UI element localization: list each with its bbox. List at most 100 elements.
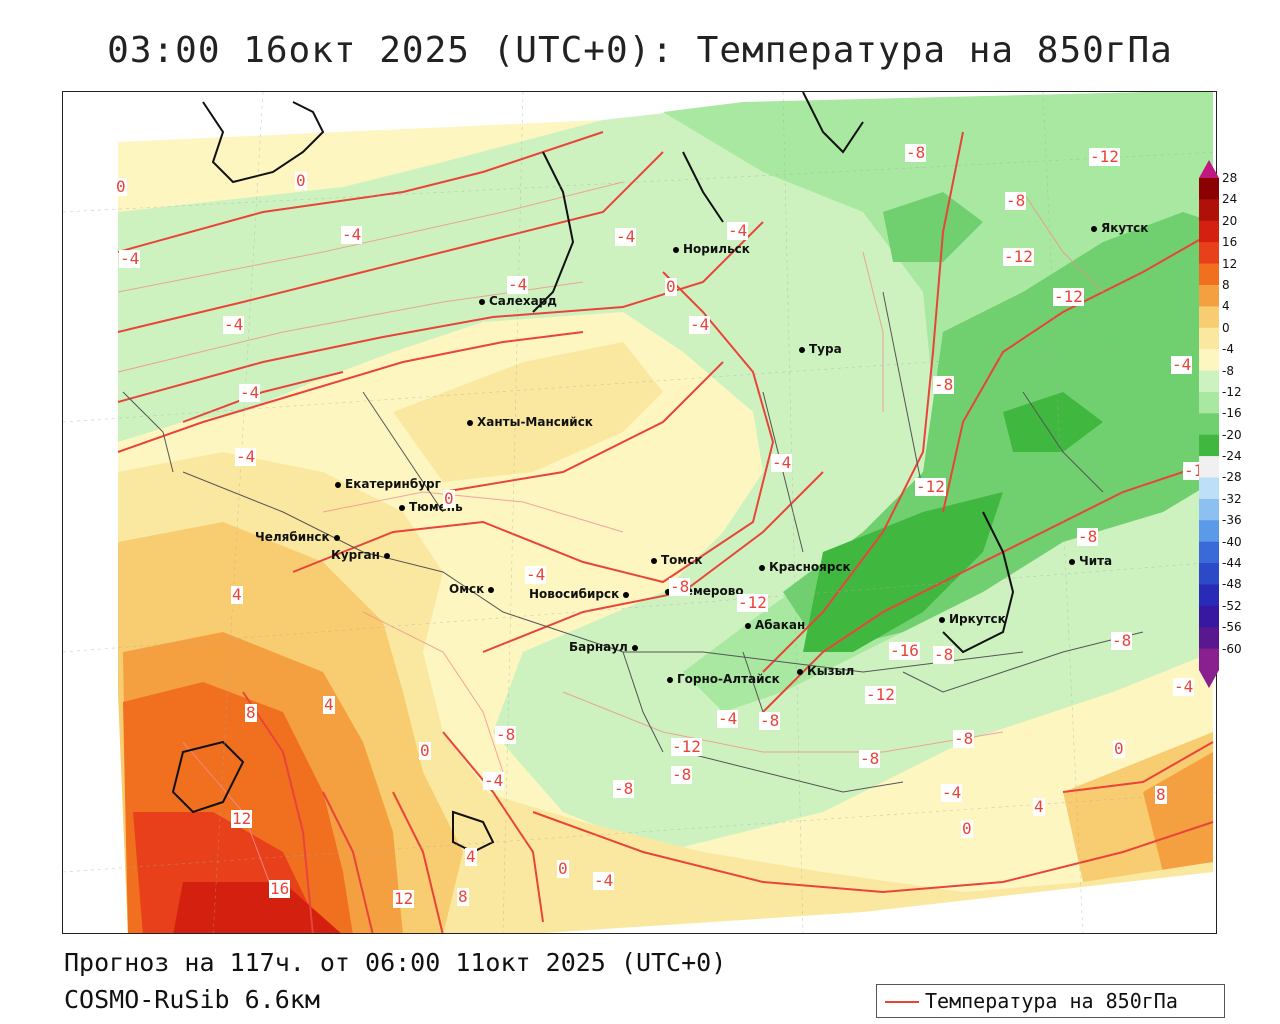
city-dot-icon <box>651 557 657 564</box>
contour-label: -8 <box>1005 191 1027 210</box>
colorbar-cell <box>1199 178 1219 200</box>
colorbar-top-arrow <box>1199 160 1219 178</box>
contour-label: -4 <box>689 315 711 334</box>
contour-label: -4 <box>525 565 547 584</box>
city-dot-icon <box>333 534 340 541</box>
forecast-info: Прогноз на 117ч. от 06:00 11окт 2025 (UT… <box>64 948 727 977</box>
contour-label: -4 <box>727 221 749 240</box>
map-frame: Норильск Якутск Салехард Тура Ханты-Манс… <box>62 91 1217 934</box>
contour-label: -4 <box>507 275 529 294</box>
colorbar-tick-label: 8 <box>1222 277 1230 292</box>
map-legend: Температура на 850гПа <box>876 984 1225 1018</box>
city-irkutsk: Иркутск <box>939 612 1006 626</box>
city-abakan: Абакан <box>745 618 805 632</box>
colorbar-cell <box>1199 327 1219 350</box>
contour-label: -4 <box>483 771 505 790</box>
contour-label: -8 <box>1111 631 1133 650</box>
contour-label: 4 <box>231 585 243 604</box>
city-dot-icon <box>383 552 390 559</box>
contour-label: -4 <box>593 871 615 890</box>
colorbar-tick-label: 28 <box>1222 171 1238 185</box>
contour-label: 0 <box>557 859 569 878</box>
colorbar-tick-label: -40 <box>1222 534 1242 549</box>
colorbar-cell <box>1199 605 1219 628</box>
contour-label: 4 <box>323 695 335 714</box>
city-dot-icon <box>759 564 765 571</box>
city-kurgan: Курган <box>331 548 390 562</box>
colorbar-tick-label: 0 <box>1222 320 1230 335</box>
contour-label: -4 <box>941 783 963 802</box>
contour-label: -8 <box>933 645 955 664</box>
colorbar-cell <box>1199 242 1219 265</box>
temperature-colorbar <box>1199 160 1219 688</box>
contour-label: -8 <box>759 711 781 730</box>
contour-label: -8 <box>671 765 693 784</box>
colorbar-cell <box>1199 498 1219 521</box>
contour-label: -4 <box>341 225 363 244</box>
contour-label: -4 <box>235 447 257 466</box>
colorbar-cell <box>1199 199 1219 222</box>
contour-label: -4 <box>1173 677 1195 696</box>
city-khanty-mansiysk: Ханты-Мансийск <box>467 415 593 429</box>
contour-label: 16 <box>269 879 291 898</box>
contour-label: 0 <box>1113 739 1125 758</box>
city-dot-icon <box>623 591 630 598</box>
colorbar-cell <box>1199 434 1219 457</box>
colorbar-tick-label: -20 <box>1222 427 1242 442</box>
contour-label: -8 <box>859 749 881 768</box>
contour-label: -12 <box>1089 147 1120 166</box>
city-dot-icon <box>1069 558 1075 565</box>
contour-label: 8 <box>1155 785 1167 804</box>
colorbar-cells <box>1199 178 1219 671</box>
contour-label: -8 <box>669 577 691 596</box>
contour-label: 0 <box>665 277 677 296</box>
colorbar-tick-label: -8 <box>1222 363 1234 378</box>
city-gorno-altaysk: Горно-Алтайск <box>667 672 780 686</box>
city-dot-icon <box>939 616 945 623</box>
contour-label: -8 <box>495 725 517 744</box>
colorbar-cell <box>1199 220 1219 243</box>
colorbar-tick-label: -16 <box>1222 406 1242 421</box>
city-dot-icon <box>399 504 405 511</box>
contour-label: -4 <box>771 453 793 472</box>
contour-label: 8 <box>457 887 469 906</box>
city-omsk: Омск <box>449 582 495 596</box>
map-title: 03:00 16окт 2025 (UTC+0): Температура на… <box>107 30 1173 71</box>
city-dot-icon <box>479 298 485 305</box>
contour-label: -12 <box>671 737 702 756</box>
contour-label: -4 <box>717 709 739 728</box>
contour-label: -8 <box>953 729 975 748</box>
legend-line-swatch <box>885 1001 919 1003</box>
city-yakutsk: Якутск <box>1091 221 1148 235</box>
city-krasnoyarsk: Красноярск <box>759 560 851 574</box>
colorbar-bottom-arrow <box>1199 670 1219 688</box>
city-chita: Чита <box>1069 554 1112 568</box>
city-dot-icon <box>745 622 751 629</box>
colorbar-cell <box>1199 563 1219 585</box>
contour-label: 8 <box>245 703 257 722</box>
colorbar-cell <box>1199 263 1219 286</box>
city-dot-icon <box>667 676 673 683</box>
colorbar-cell <box>1199 541 1219 564</box>
colorbar-cell <box>1199 284 1219 307</box>
contour-label: -12 <box>1003 247 1034 266</box>
contour-label: 4 <box>465 847 477 866</box>
colorbar-tick-label: -32 <box>1222 491 1242 506</box>
contour-label: 12 <box>393 889 415 908</box>
contour-label: -8 <box>613 779 635 798</box>
colorbar-cell <box>1199 306 1219 329</box>
city-dot-icon <box>673 246 679 253</box>
contour-label: -4 <box>615 227 637 246</box>
city-kyzyl: Кызыл <box>797 664 854 678</box>
contour-label: 0 <box>295 171 307 190</box>
contour-label: -4 <box>223 315 245 334</box>
colorbar-tick-label: -56 <box>1222 620 1242 635</box>
colorbar-tick-label: -48 <box>1222 577 1242 592</box>
colorbar-tick-label: 24 <box>1222 192 1238 207</box>
colorbar-cell <box>1199 627 1219 650</box>
colorbar-tick-label: 12 <box>1222 256 1238 271</box>
colorbar-tick-label: 16 <box>1222 235 1238 250</box>
colorbar-cell <box>1199 349 1219 372</box>
contour-label: -8 <box>1077 527 1099 546</box>
contour-label: -12 <box>915 477 946 496</box>
